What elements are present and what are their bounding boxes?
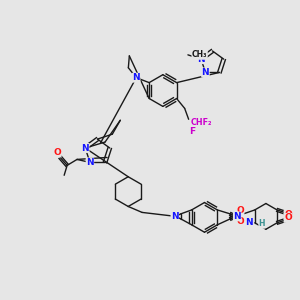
Text: N: N xyxy=(233,212,241,221)
Text: N: N xyxy=(86,158,94,167)
Text: O: O xyxy=(53,148,61,157)
Text: F: F xyxy=(190,127,196,136)
Text: O: O xyxy=(284,210,292,219)
Text: N: N xyxy=(133,73,140,82)
Text: N: N xyxy=(171,212,178,221)
Text: O: O xyxy=(284,213,292,222)
Text: O: O xyxy=(236,217,244,226)
Text: H: H xyxy=(259,219,265,228)
Text: N: N xyxy=(202,68,209,77)
Text: CHF₂: CHF₂ xyxy=(190,118,212,127)
Text: N: N xyxy=(245,218,253,227)
Text: CH₃: CH₃ xyxy=(192,50,207,59)
Text: N: N xyxy=(81,143,89,152)
Text: O: O xyxy=(236,206,244,215)
Text: N: N xyxy=(197,55,205,64)
